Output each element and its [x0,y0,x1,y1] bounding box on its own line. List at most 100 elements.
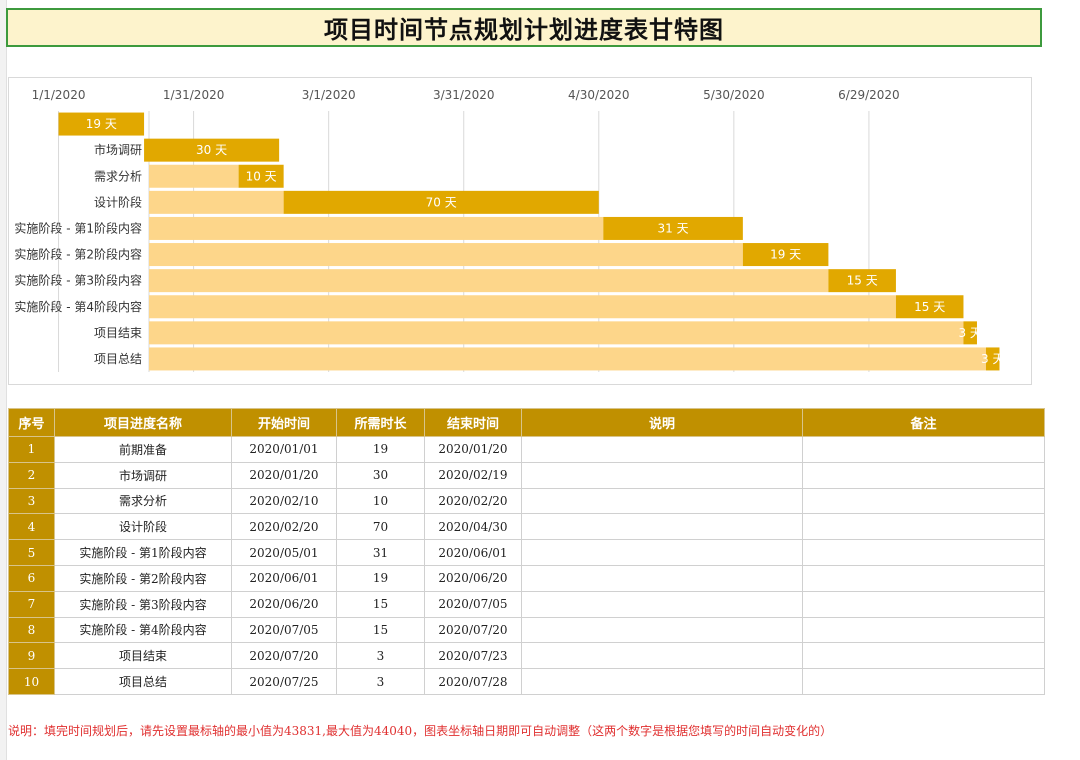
cell-index[interactable]: 1 [8,436,55,463]
header-end-date[interactable]: 结束时间 [424,408,522,437]
cell-index[interactable]: 8 [8,616,55,644]
cell-duration[interactable]: 15 [336,616,425,644]
header-start-date[interactable]: 开始时间 [231,408,337,437]
cell-start-date[interactable]: 2020/07/20 [231,642,337,670]
gantt-chart[interactable]: 1/1/2020 1/31/2020 3/1/2020 3/31/2020 4/30/2… [8,77,1032,385]
table-row: 5 实施阶段 - 第1阶段内容 2020/05/01 31 2020/06/01 [8,539,1045,566]
cell-index[interactable]: 10 [8,668,55,695]
gantt-duration-bar[interactable] [283,190,599,214]
y-category-label: 实施阶段 - 第2阶段内容 [14,247,142,262]
y-category-label: 市场调研 [94,142,142,157]
gantt-duration-bar[interactable] [144,138,280,162]
cell-task-name[interactable]: 实施阶段 - 第3阶段内容 [54,590,232,618]
cell-description[interactable] [521,590,803,618]
gantt-duration-bar[interactable] [603,216,743,240]
cell-end-date[interactable]: 2020/07/23 [424,642,522,670]
cell-duration[interactable]: 31 [336,539,425,566]
header-duration[interactable]: 所需时长 [336,408,425,437]
cell-start-date[interactable]: 2020/07/05 [231,616,337,644]
cell-duration[interactable]: 3 [336,668,425,695]
header-index[interactable]: 序号 [8,408,55,437]
cell-index[interactable]: 9 [8,642,55,670]
cell-index[interactable]: 4 [8,513,55,541]
cell-description[interactable] [521,564,803,592]
cell-end-date[interactable]: 2020/07/05 [424,590,522,618]
cell-remarks[interactable] [802,590,1045,618]
cell-index[interactable]: 6 [8,564,55,592]
cell-task-name[interactable]: 项目总结 [54,668,232,695]
cell-task-name[interactable]: 需求分析 [54,487,232,515]
cell-end-date[interactable]: 2020/06/01 [424,539,522,566]
cell-start-date[interactable]: 2020/06/20 [231,590,337,618]
y-category-label: 需求分析 [94,169,142,183]
cell-remarks[interactable] [802,642,1045,670]
header-remarks[interactable]: 备注 [802,408,1045,437]
gantt-duration-bar[interactable] [238,164,284,188]
cell-duration[interactable]: 30 [336,461,425,489]
cell-end-date[interactable]: 2020/07/20 [424,616,522,644]
gantt-bar-label: 19 天 [770,248,801,262]
cell-duration[interactable]: 3 [336,642,425,670]
cell-remarks[interactable] [802,436,1045,463]
cell-description[interactable] [521,436,803,463]
gantt-duration-bar[interactable] [895,295,964,319]
cell-end-date[interactable]: 2020/02/20 [424,487,522,515]
gantt-offset-bar [149,269,829,293]
cell-duration[interactable]: 19 [336,564,425,592]
cell-duration[interactable]: 10 [336,487,425,515]
cell-task-name[interactable]: 项目结束 [54,642,232,670]
cell-description[interactable] [521,513,803,541]
x-tick-label: 3/31/2020 [433,88,495,102]
gantt-duration-bar[interactable] [963,321,977,345]
gantt-duration-bar[interactable] [58,112,145,136]
gantt-offset-bar [149,216,604,240]
y-category-label: 实施阶段 - 第1阶段内容 [14,220,142,235]
cell-description[interactable] [521,616,803,644]
cell-remarks[interactable] [802,564,1045,592]
cell-task-name[interactable]: 实施阶段 - 第2阶段内容 [54,564,232,592]
x-tick-label: 6/29/2020 [838,88,900,102]
cell-task-name[interactable]: 实施阶段 - 第1阶段内容 [54,539,232,566]
cell-task-name[interactable]: 市场调研 [54,461,232,489]
cell-index[interactable]: 7 [8,590,55,618]
cell-remarks[interactable] [802,616,1045,644]
gantt-duration-bar[interactable] [985,347,1000,371]
header-description[interactable]: 说明 [521,408,803,437]
cell-task-name[interactable]: 设计阶段 [54,513,232,541]
cell-remarks[interactable] [802,513,1045,541]
gantt-duration-bar[interactable] [742,243,829,267]
cell-start-date[interactable]: 2020/07/25 [231,668,337,695]
cell-remarks[interactable] [802,461,1045,489]
header-task-name[interactable]: 项目进度名称 [54,408,232,437]
gantt-duration-bar[interactable] [828,269,896,293]
cell-start-date[interactable]: 2020/06/01 [231,564,337,592]
cell-start-date[interactable]: 2020/01/01 [231,436,337,463]
cell-description[interactable] [521,642,803,670]
cell-index[interactable]: 5 [8,539,55,566]
cell-end-date[interactable]: 2020/07/28 [424,668,522,695]
cell-description[interactable] [521,539,803,566]
table-row: 6 实施阶段 - 第2阶段内容 2020/06/01 19 2020/06/20 [8,564,1045,592]
cell-end-date[interactable]: 2020/01/20 [424,436,522,463]
cell-remarks[interactable] [802,539,1045,566]
cell-description[interactable] [521,668,803,695]
cell-duration[interactable]: 70 [336,513,425,541]
x-tick-label: 5/30/2020 [703,88,765,102]
cell-end-date[interactable]: 2020/04/30 [424,513,522,541]
cell-remarks[interactable] [802,487,1045,515]
cell-start-date[interactable]: 2020/01/20 [231,461,337,489]
cell-start-date[interactable]: 2020/02/20 [231,513,337,541]
cell-index[interactable]: 2 [8,461,55,489]
cell-end-date[interactable]: 2020/06/20 [424,564,522,592]
cell-duration[interactable]: 15 [336,590,425,618]
cell-remarks[interactable] [802,668,1045,695]
cell-start-date[interactable]: 2020/05/01 [231,539,337,566]
cell-task-name[interactable]: 实施阶段 - 第4阶段内容 [54,616,232,644]
cell-duration[interactable]: 19 [336,436,425,463]
cell-index[interactable]: 3 [8,487,55,515]
cell-start-date[interactable]: 2020/02/10 [231,487,337,515]
cell-task-name[interactable]: 前期准备 [54,436,232,463]
cell-description[interactable] [521,487,803,515]
cell-description[interactable] [521,461,803,489]
cell-end-date[interactable]: 2020/02/19 [424,461,522,489]
